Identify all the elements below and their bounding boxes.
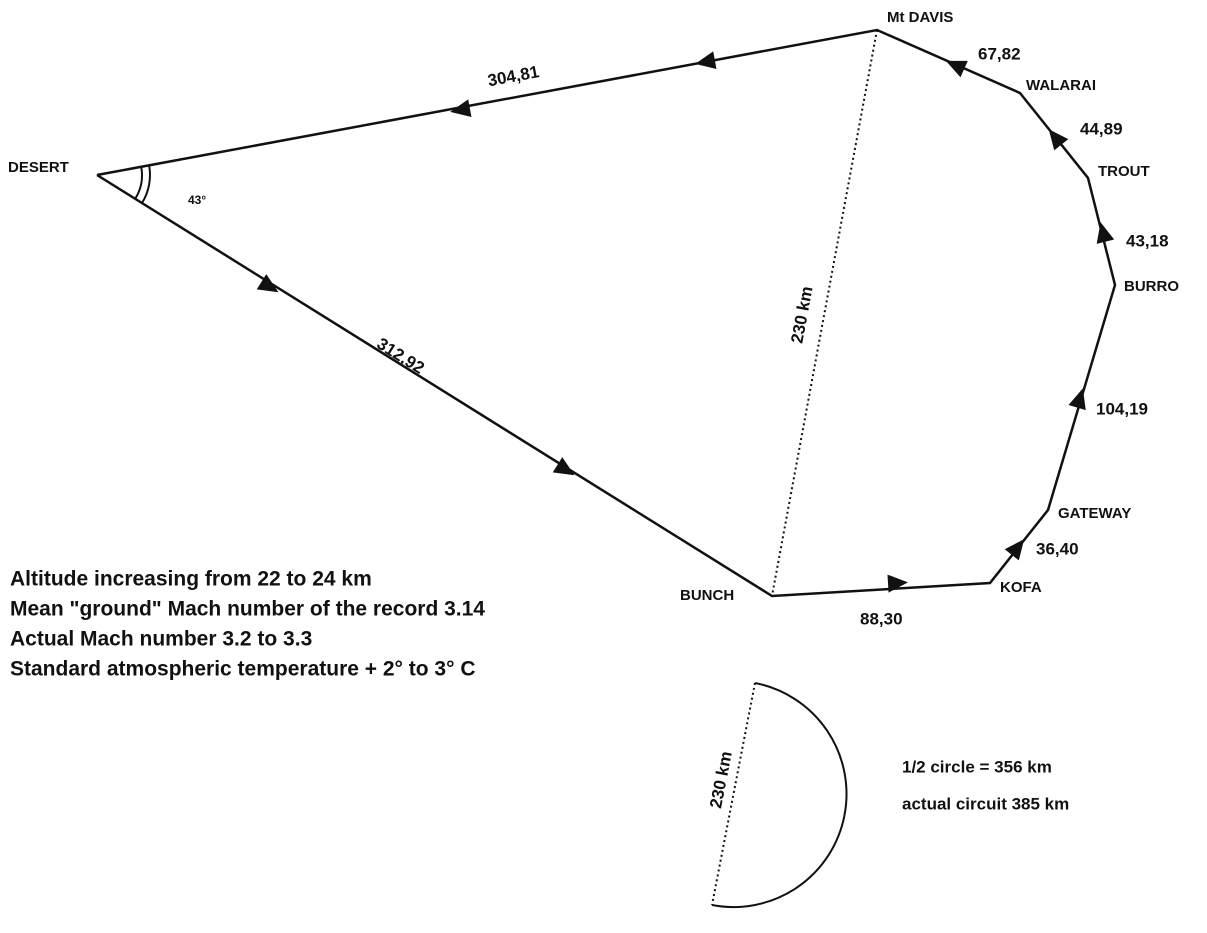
node-label: Mt DAVIS (887, 9, 953, 26)
node-label: GATEWAY (1058, 505, 1131, 522)
note: Actual Mach number 3.2 to 3.3 (10, 628, 312, 651)
chord-label: 230 km (787, 285, 816, 345)
semicircle (711, 682, 848, 908)
node-label: TROUT (1098, 163, 1150, 180)
leg-label: 312,92 (374, 334, 428, 378)
angle-label: 43° (188, 193, 206, 207)
note: Standard atmospheric temperature + 2° to… (10, 658, 476, 681)
leg-label: 44,89 (1080, 119, 1123, 138)
leg-label: 67,82 (978, 44, 1021, 63)
node-label: BUNCH (680, 587, 734, 604)
leg-label: 88,30 (860, 609, 903, 628)
node-label: BURRO (1124, 278, 1179, 295)
leg-label: 104,19 (1096, 399, 1148, 418)
node-label: DESERT (8, 159, 69, 176)
node-label: WALARAI (1026, 77, 1096, 94)
semicircle-note: 1/2 circle = 356 km (902, 757, 1052, 776)
semicircle-note: actual circuit 385 km (902, 794, 1069, 813)
arrows (256, 51, 1115, 593)
circuit (96, 28, 1117, 598)
chord-line (771, 29, 878, 597)
node-label: KOFA (1000, 579, 1042, 596)
note: Mean "ground" Mach number of the record … (10, 598, 485, 621)
leg-label: 43,18 (1126, 231, 1169, 250)
note: Altitude increasing from 22 to 24 km (10, 568, 372, 591)
leg-label: 36,40 (1036, 539, 1079, 558)
angle-arc (134, 165, 151, 204)
leg-label: 304,81 (486, 62, 541, 90)
